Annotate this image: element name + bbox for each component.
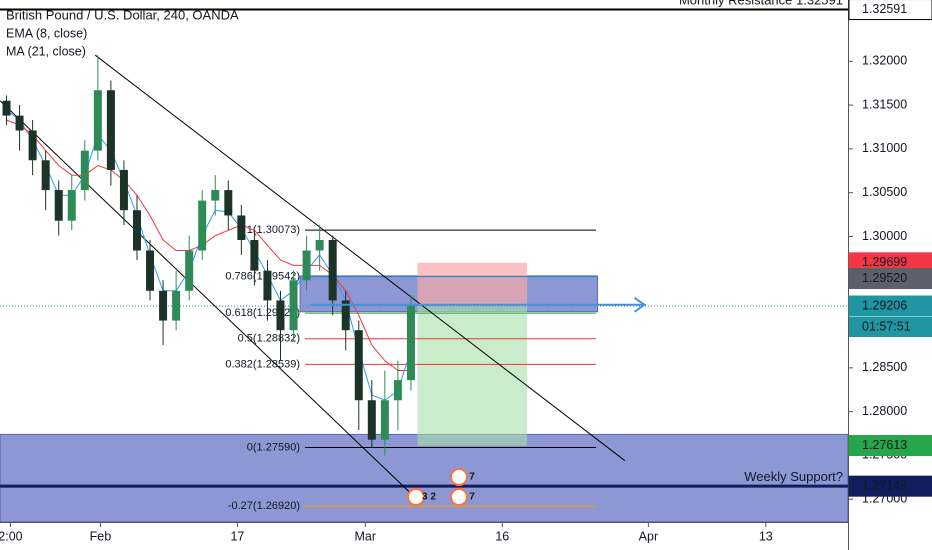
x-tick-label: 16: [495, 529, 509, 543]
candle-body: [393, 380, 402, 401]
candle-body: [2, 100, 11, 116]
target-area: [417, 306, 528, 446]
candle-body: [54, 190, 63, 221]
price-tag: [848, 435, 932, 457]
fib-label: 0.382(1.28539): [225, 358, 300, 370]
candle-body: [380, 400, 389, 440]
price-tag: [848, 295, 932, 317]
zone-label: Weekly Support?: [744, 469, 843, 484]
plot-area: Weekly Support? 1(1.30073) 0.786(1.29542) 0…: [0, 0, 848, 522]
trend-line: [0, 100, 410, 493]
candle-body: [211, 190, 220, 201]
y-tick-label: 1.28000: [862, 404, 907, 418]
candle-body: [41, 160, 50, 191]
x-tick-label: 13: [759, 529, 773, 543]
price-tag-label: 1.29206: [862, 298, 907, 312]
arrow-head: [633, 296, 647, 313]
event-icon: [450, 488, 468, 506]
candle-body: [367, 400, 376, 440]
candle-body: [289, 280, 298, 331]
price-tag: [848, 268, 932, 290]
y-tick-label: 1.30500: [862, 185, 907, 199]
price-tag-label: 1.29520: [862, 271, 907, 285]
fib-label: 0.786(1.29542): [225, 270, 300, 282]
candle-body: [406, 305, 415, 381]
countdown: 01:57:51: [862, 319, 911, 333]
trend-line: [94, 54, 626, 462]
event-icon: [407, 488, 425, 506]
price-tag-label: 1.27613: [862, 438, 907, 452]
candle-body: [198, 200, 207, 251]
candle-body: [15, 115, 24, 131]
event-count: 3 2: [422, 492, 436, 503]
fib-label: 1(1.30073): [247, 224, 300, 236]
candle-body: [354, 330, 363, 401]
y-tick-label: 1.32000: [862, 54, 907, 68]
candle-body: [132, 210, 141, 251]
event-count: 7: [469, 492, 475, 503]
legend: British Pound / U.S. Dollar, 240, OANDA …: [6, 7, 239, 58]
fib-label: 0.618(1.29124): [225, 307, 300, 319]
x-tick-label: 17: [230, 529, 244, 543]
indicator-line: [6, 119, 411, 371]
candle-body: [328, 239, 337, 301]
resistance-label: Monthly Resistance 1.32591: [679, 0, 843, 7]
y-tick-label: 1.31000: [862, 141, 907, 155]
x-tick-label: Feb: [90, 529, 112, 543]
candle-body: [93, 90, 102, 151]
candle-body: [276, 300, 285, 331]
candle-body: [28, 130, 37, 161]
price-tag-label: 1.32591: [862, 2, 907, 16]
candle-body: [341, 300, 350, 331]
fib-label: 0(1.27590): [247, 441, 300, 453]
candle-body: [302, 250, 311, 281]
candle-body: [250, 239, 259, 271]
candle-body: [67, 190, 76, 221]
candle-body: [146, 250, 155, 291]
candle-body: [172, 290, 181, 321]
price-tag-label: 1.29699: [862, 255, 907, 269]
price-tag: [848, 475, 932, 497]
candle-body: [80, 150, 89, 191]
y-tick-label: 1.30000: [862, 229, 907, 243]
fib-label: -0.27(1.26920): [228, 500, 300, 512]
event-count: 7: [469, 472, 475, 483]
y-tick-label: 1.28500: [862, 360, 907, 374]
legend-entry: EMA (8, close): [6, 26, 87, 40]
candle-body: [106, 90, 115, 170]
y-tick-label: 1.31500: [862, 97, 907, 111]
chart-title: British Pound / U.S. Dollar, 240, OANDA: [6, 7, 239, 22]
candle-body: [224, 190, 233, 216]
event-icon: [450, 468, 468, 486]
x-tick-label: 2:00: [0, 529, 23, 543]
stop-area: [417, 262, 528, 307]
candle-body: [237, 215, 246, 240]
candle-body: [119, 169, 128, 211]
candle-body: [263, 270, 272, 301]
fib-label: 0.5(1.28832): [238, 333, 300, 345]
price-tag-label: 1.27149: [862, 478, 907, 492]
candle-body: [185, 250, 194, 291]
legend-entry: MA (21, close): [6, 44, 86, 58]
x-tick-label: Apr: [639, 529, 658, 543]
price-tag: [848, 0, 932, 21]
zone: [0, 433, 848, 522]
x-tick-label: Mar: [355, 529, 377, 543]
countdown-tag: [849, 317, 932, 338]
candle-body: [315, 239, 324, 251]
candle-body: [159, 290, 168, 321]
